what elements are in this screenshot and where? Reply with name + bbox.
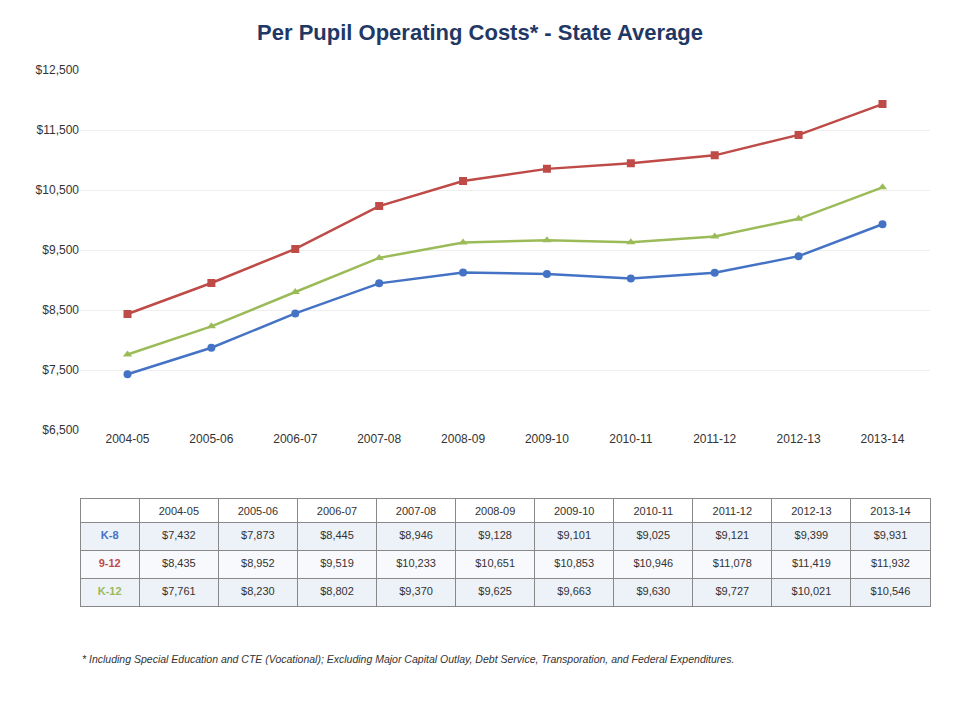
svg-text:$9,625: $9,625 [478,585,512,597]
svg-text:$9,025: $9,025 [636,529,670,541]
svg-text:2008-09: 2008-09 [475,505,515,517]
svg-text:$9,128: $9,128 [478,529,512,541]
svg-text:$8,230: $8,230 [241,585,275,597]
svg-text:$10,500: $10,500 [36,183,80,197]
svg-text:2010-11: 2010-11 [609,432,652,446]
svg-text:2004-05: 2004-05 [105,432,149,446]
svg-text:2012-13: 2012-13 [777,432,821,446]
svg-text:K-12: K-12 [98,585,122,597]
svg-text:$11,932: $11,932 [871,557,910,569]
svg-text:Per Pupil Operating Costs* - S: Per Pupil Operating Costs* - State Avera… [257,20,703,45]
svg-text:9-12: 9-12 [99,557,121,569]
svg-text:$10,546: $10,546 [871,585,911,597]
svg-text:2011-12: 2011-12 [713,505,753,517]
svg-text:2004-05: 2004-05 [159,505,199,517]
svg-text:$8,435: $8,435 [162,557,196,569]
svg-text:2011-12: 2011-12 [693,432,736,446]
svg-text:$11,078: $11,078 [713,557,752,569]
svg-text:2007-08: 2007-08 [357,432,401,446]
svg-text:$9,931: $9,931 [874,529,908,541]
svg-text:$7,873: $7,873 [241,529,275,541]
svg-text:$8,500: $8,500 [42,303,79,317]
svg-text:$11,500: $11,500 [37,123,80,137]
svg-text:$7,761: $7,761 [162,585,196,597]
svg-text:2005-06: 2005-06 [238,505,278,517]
svg-text:$9,370: $9,370 [399,585,433,597]
svg-text:$9,121: $9,121 [715,529,749,541]
svg-text:$6,500: $6,500 [42,423,79,437]
svg-text:$8,952: $8,952 [241,557,275,569]
svg-text:2006-07: 2006-07 [273,432,317,446]
svg-text:$10,021: $10,021 [792,585,832,597]
svg-text:2010-11: 2010-11 [633,505,673,517]
svg-text:2006-07: 2006-07 [317,505,357,517]
svg-text:K-8: K-8 [101,529,119,541]
svg-text:2007-08: 2007-08 [396,505,436,517]
svg-text:$7,432: $7,432 [162,529,196,541]
svg-text:$12,500: $12,500 [36,63,80,77]
svg-text:$9,101: $9,101 [557,529,591,541]
svg-text:2012-13: 2012-13 [791,505,831,517]
svg-text:$8,946: $8,946 [399,529,433,541]
svg-text:$10,853: $10,853 [554,557,594,569]
svg-text:$9,663: $9,663 [557,585,591,597]
svg-text:2005-06: 2005-06 [189,432,233,446]
svg-text:2008-09: 2008-09 [441,432,485,446]
svg-text:$8,445: $8,445 [320,529,354,541]
svg-text:2009-10: 2009-10 [554,505,594,517]
svg-text:$9,630: $9,630 [636,585,670,597]
svg-text:$7,500: $7,500 [42,363,79,377]
svg-text:$10,651: $10,651 [475,557,515,569]
svg-text:2013-14: 2013-14 [860,432,904,446]
svg-text:$9,500: $9,500 [42,243,79,257]
svg-text:$10,946: $10,946 [633,557,673,569]
svg-text:2009-10: 2009-10 [525,432,569,446]
svg-text:$11,419: $11,419 [792,557,831,569]
svg-text:$9,519: $9,519 [320,557,354,569]
svg-text:$8,802: $8,802 [320,585,354,597]
svg-text:$9,727: $9,727 [715,585,749,597]
svg-text:$10,233: $10,233 [396,557,436,569]
svg-text:* Including Special Education: * Including Special Education and CTE (V… [82,653,734,665]
svg-text:2013-14: 2013-14 [870,505,910,517]
svg-text:$9,399: $9,399 [795,529,829,541]
